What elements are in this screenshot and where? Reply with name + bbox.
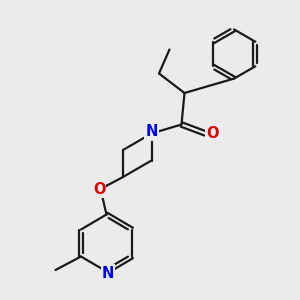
Text: O: O [206,126,218,141]
Text: N: N [145,124,158,140]
Text: O: O [93,182,105,196]
Text: N: N [102,266,114,280]
